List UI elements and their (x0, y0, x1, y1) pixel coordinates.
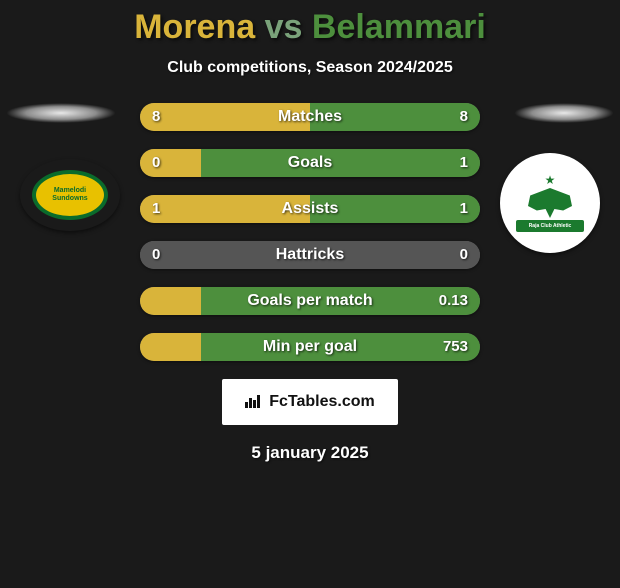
left-club-badge: Mamelodi Sundowns (20, 159, 120, 231)
stat-bar-right (310, 103, 480, 131)
stat-bar-left (140, 333, 201, 361)
stat-bars: Matches88 Goals01 Assists11 Hattricks00 Goal… (140, 103, 480, 361)
stat-bar-left (140, 241, 310, 269)
stat-bar-left (140, 195, 310, 223)
right-club-ribbon: Raja Club Athletic (516, 220, 584, 232)
stat-bar-right (201, 333, 480, 361)
infographic-date: 5 january 2025 (0, 443, 620, 463)
stat-row: Assists11 (140, 195, 480, 223)
branding-text: FcTables.com (269, 393, 375, 411)
stat-bar-right (310, 241, 480, 269)
stat-row: Matches88 (140, 103, 480, 131)
stat-row: Min per goal753 (140, 333, 480, 361)
player2-name: Belammari (312, 8, 486, 46)
right-club-badge: ★ Raja Club Athletic (500, 153, 600, 253)
eagle-icon (528, 188, 572, 218)
comparison-content: Mamelodi Sundowns ★ Raja Club Athletic M… (0, 103, 620, 463)
stat-bar-left (140, 149, 201, 177)
stat-bar-right (310, 195, 480, 223)
right-club-badge-inner: ★ Raja Club Athletic (514, 167, 586, 239)
chart-bars-icon (245, 392, 263, 413)
stat-bar-right (201, 149, 480, 177)
stat-bar-right (201, 287, 480, 315)
subtitle: Club competitions, Season 2024/2025 (0, 59, 620, 77)
star-icon: ★ (545, 174, 556, 186)
stat-bar-left (140, 287, 201, 315)
left-club-badge-inner: Mamelodi Sundowns (32, 170, 108, 220)
comparison-title: Morena vs Belammari (0, 8, 620, 47)
stat-row: Hattricks00 (140, 241, 480, 269)
stat-row: Goals01 (140, 149, 480, 177)
player1-name: Morena (134, 8, 255, 46)
vs-text: vs (265, 8, 303, 46)
right-club-shadow (514, 103, 614, 123)
left-club-name: Mamelodi Sundowns (36, 187, 104, 202)
left-club-shadow (6, 103, 116, 123)
stat-bar-left (140, 103, 310, 131)
stat-row: Goals per match0.13 (140, 287, 480, 315)
branding-badge: FcTables.com (222, 379, 398, 425)
